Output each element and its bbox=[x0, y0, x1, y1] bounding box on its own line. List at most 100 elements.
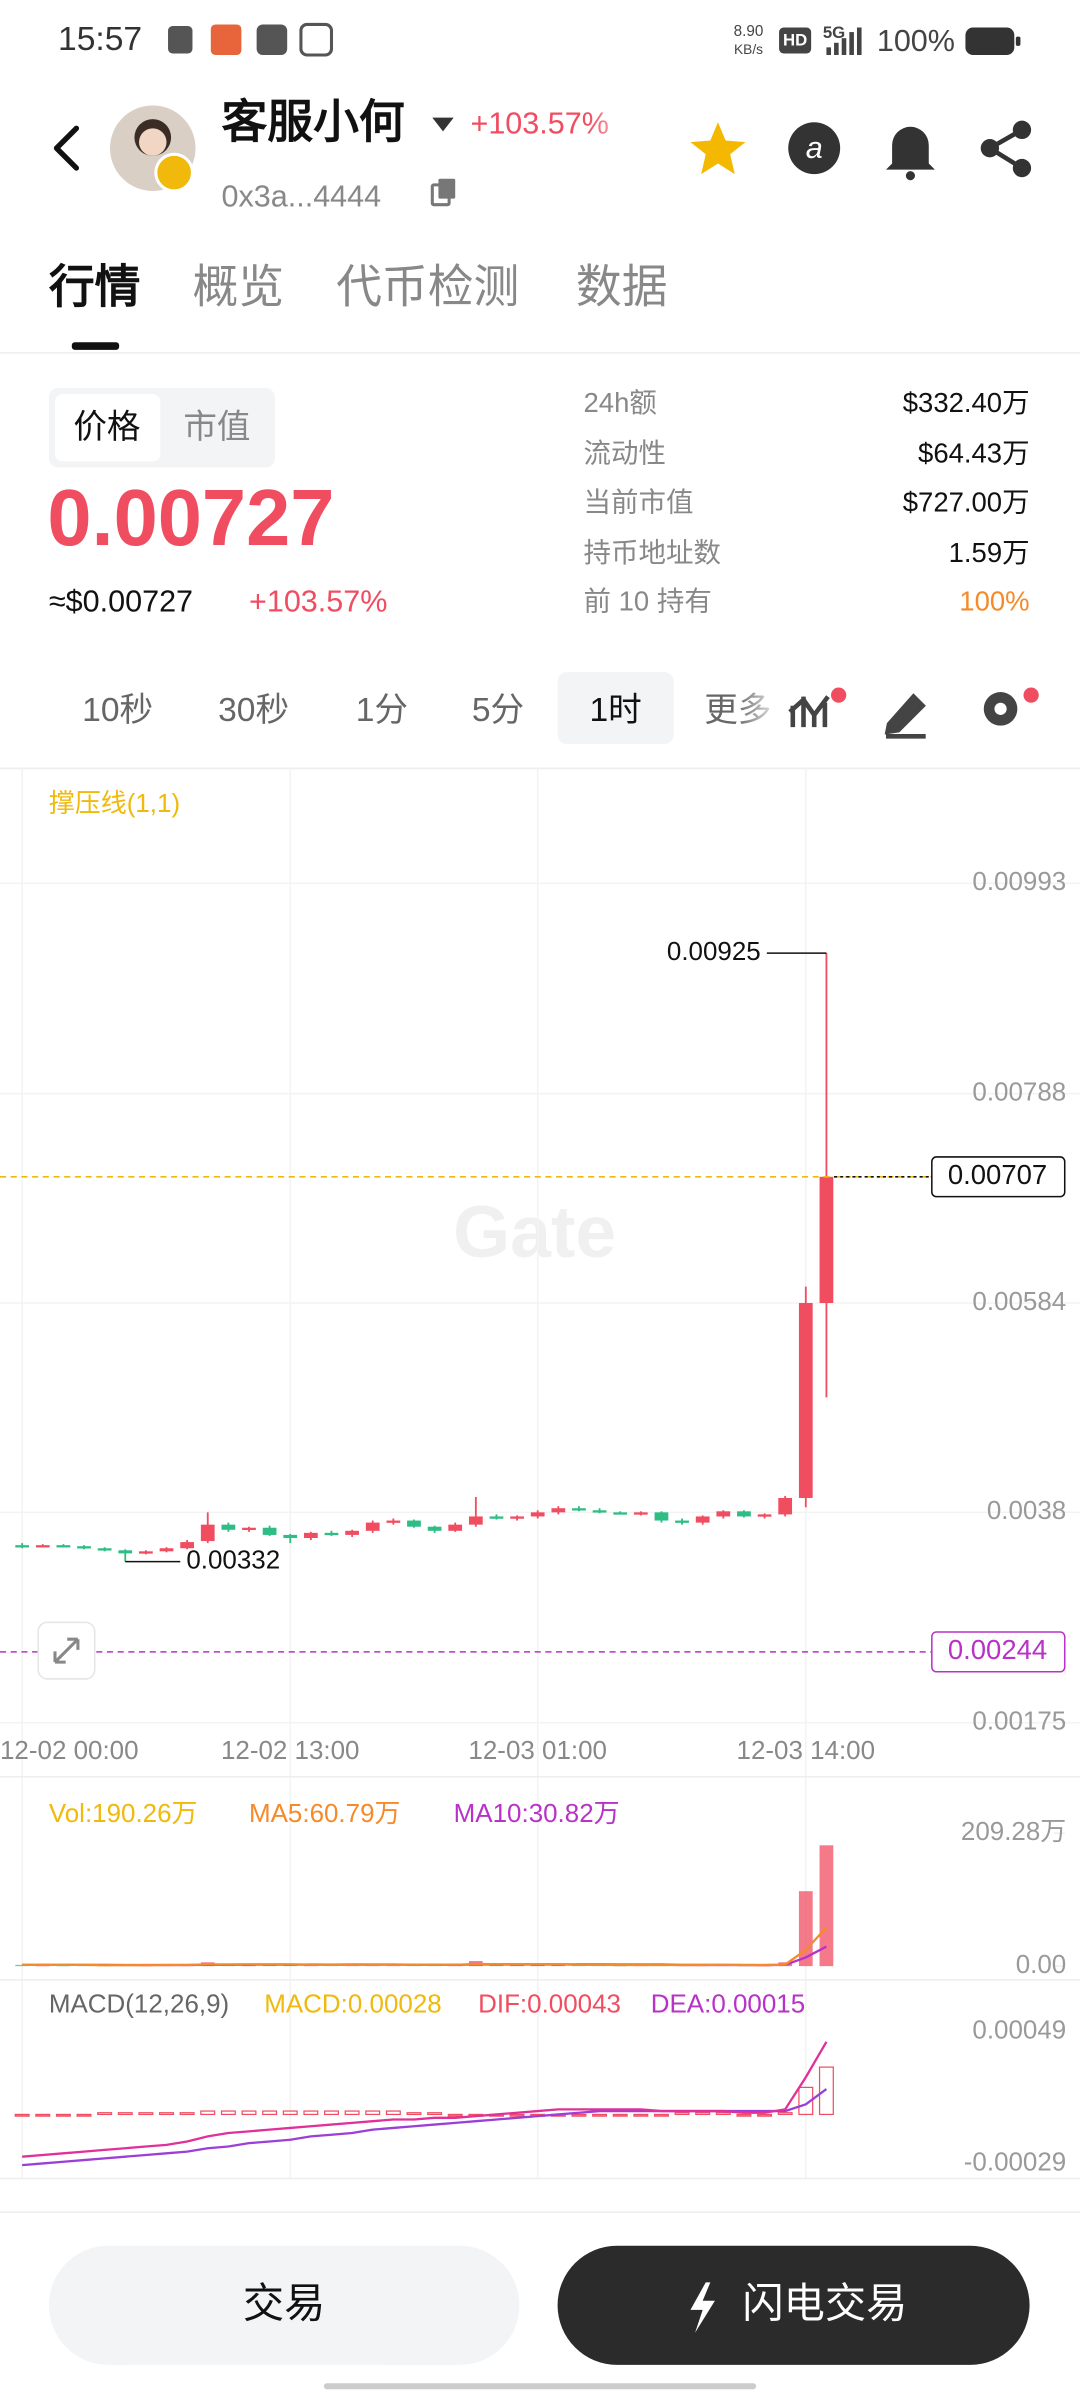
macd-bar bbox=[55, 2113, 71, 2117]
candle-body bbox=[592, 1510, 607, 1513]
battery-icon bbox=[965, 27, 1015, 55]
tab[interactable]: 概览 bbox=[192, 261, 284, 312]
interval[interactable]: 1分 bbox=[356, 692, 408, 729]
net-speed: 8.90 bbox=[734, 23, 764, 40]
candle-body bbox=[551, 1508, 566, 1513]
candle-body bbox=[159, 1548, 174, 1552]
candle-body bbox=[283, 1534, 298, 1538]
stat-label: 当前市值 bbox=[584, 486, 694, 517]
interval[interactable]: 1时 bbox=[589, 692, 641, 729]
y-tick-label: 0.0038 bbox=[987, 1495, 1066, 1525]
share-icon[interactable] bbox=[980, 120, 1032, 178]
macd-bar bbox=[35, 2113, 51, 2117]
macd-bar bbox=[674, 2112, 690, 2116]
fade bbox=[588, 99, 642, 153]
network: 5G bbox=[823, 23, 845, 42]
stat-label: 流动性 bbox=[584, 438, 666, 469]
candle-body bbox=[510, 1516, 524, 1519]
dropdown-arrow[interactable] bbox=[432, 117, 454, 132]
toggle-option[interactable]: 价格 bbox=[73, 408, 140, 446]
address: 0x3a...4444 bbox=[221, 180, 381, 214]
stat-value: $727.00万 bbox=[903, 486, 1030, 517]
interval-selected bbox=[557, 672, 674, 744]
header-change: +103.57% bbox=[470, 106, 608, 140]
watermark: Gate bbox=[453, 1191, 616, 1273]
mask bbox=[776, 672, 795, 749]
stat-label: 前 10 持有 bbox=[584, 586, 712, 617]
volume-bar bbox=[819, 1845, 834, 1967]
toggle-option[interactable]: 市值 bbox=[183, 408, 250, 446]
interval[interactable]: 5分 bbox=[472, 692, 524, 729]
candle-body bbox=[448, 1524, 463, 1531]
macd-title: MACD(12,26,9) bbox=[49, 1989, 229, 2019]
alpha-icon[interactable] bbox=[788, 122, 841, 175]
candle-body bbox=[221, 1524, 236, 1530]
candle-body bbox=[303, 1532, 318, 1538]
tab-indicator bbox=[71, 342, 120, 350]
dea-label: DEA:0.00015 bbox=[651, 1989, 805, 2019]
macd-bar bbox=[695, 2112, 711, 2116]
footer: 交易 闪电交易 bbox=[0, 2211, 1080, 2400]
macd-bar bbox=[653, 2113, 669, 2117]
macd-bar bbox=[179, 2112, 195, 2116]
back-button[interactable] bbox=[53, 125, 80, 171]
candle-body bbox=[530, 1512, 545, 1517]
status-icon bbox=[210, 24, 242, 55]
y-tick-label: 0.00584 bbox=[972, 1286, 1066, 1316]
tab-active[interactable]: 行情 bbox=[49, 261, 141, 312]
token-name[interactable]: 客服小何 bbox=[221, 96, 404, 147]
status-icon bbox=[168, 25, 193, 54]
price-line-label: 0.00707 bbox=[948, 1159, 1047, 1190]
favorite-icon[interactable] bbox=[690, 122, 746, 175]
ma5-line bbox=[22, 1926, 828, 1967]
macd-bar bbox=[592, 2113, 608, 2117]
dif-label: DIF:0.00043 bbox=[478, 1989, 621, 2019]
macd-bar bbox=[571, 2113, 587, 2117]
tab[interactable]: 数据 bbox=[576, 261, 668, 312]
candle-body bbox=[757, 1514, 772, 1517]
candle-body bbox=[365, 1522, 380, 1531]
trade-button[interactable] bbox=[48, 2245, 520, 2365]
candle-body bbox=[613, 1512, 628, 1515]
price-line-label: 0.00244 bbox=[948, 1634, 1047, 1665]
price-change: +103.57% bbox=[249, 584, 387, 618]
badge-dot bbox=[831, 687, 847, 703]
interval[interactable]: 30秒 bbox=[218, 691, 289, 729]
draw-icon[interactable] bbox=[884, 693, 926, 739]
y-tick-label: 0.00788 bbox=[972, 1077, 1066, 1107]
avatar-face bbox=[139, 128, 167, 156]
macd-bar bbox=[385, 2110, 401, 2116]
macd-tick-label: -0.00029 bbox=[964, 2146, 1066, 2176]
candle-body bbox=[345, 1530, 359, 1535]
candle-body bbox=[35, 1545, 50, 1548]
macd-bar bbox=[715, 2112, 731, 2116]
candle-body bbox=[77, 1546, 91, 1549]
tabs: 行情 概览 代币检测 数据 bbox=[0, 261, 1080, 354]
macd-bar bbox=[220, 2110, 236, 2116]
alpha-glyph: a bbox=[806, 131, 823, 165]
candle-body bbox=[654, 1512, 669, 1521]
alert-icon[interactable] bbox=[885, 126, 935, 170]
macd-bar bbox=[159, 2112, 174, 2116]
macd-bar bbox=[406, 2112, 422, 2116]
hd-label: HD bbox=[783, 31, 807, 50]
tab[interactable]: 代币检测 bbox=[336, 261, 519, 312]
candle-body bbox=[386, 1520, 401, 1523]
macd-bar bbox=[117, 2112, 133, 2116]
candle-body bbox=[737, 1511, 751, 1517]
stat-value: 100% bbox=[959, 586, 1029, 617]
clock: 15:57 bbox=[58, 21, 142, 58]
macd-bar bbox=[282, 2110, 298, 2116]
y-tick-label: 0.00993 bbox=[972, 866, 1066, 896]
status-icon bbox=[299, 22, 334, 57]
macd-bar bbox=[365, 2110, 381, 2116]
x-tick-label: 12-03 14:00 bbox=[737, 1735, 876, 1765]
flash-trade-button[interactable] bbox=[557, 2245, 1030, 2365]
price: 0.00727 bbox=[47, 473, 334, 562]
indicator-icon[interactable] bbox=[788, 695, 830, 728]
dif-line bbox=[22, 2041, 828, 2158]
interval[interactable]: 10秒 bbox=[82, 691, 153, 729]
low-label: 0.00332 bbox=[186, 1544, 280, 1574]
candle-body bbox=[798, 1303, 813, 1498]
